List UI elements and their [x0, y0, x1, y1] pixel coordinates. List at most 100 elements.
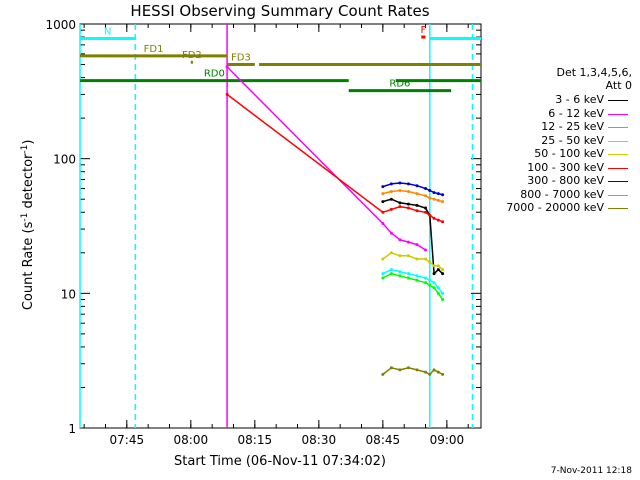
x-tick-label: 07:45 — [110, 433, 145, 447]
data-point — [389, 207, 393, 211]
x-tick-label: 08:45 — [366, 433, 401, 447]
data-point — [406, 202, 410, 206]
data-point — [424, 370, 428, 374]
data-point — [415, 368, 419, 372]
data-point — [432, 281, 436, 285]
x-tick-label: 08:30 — [302, 433, 337, 447]
x-tick-label: 08:15 — [238, 433, 273, 447]
data-point — [428, 213, 432, 217]
data-point — [428, 372, 432, 376]
legend-entry-label: 25 - 50 keV — [541, 133, 604, 147]
flag-label-rd6: RD6 — [389, 79, 410, 90]
data-point — [389, 231, 393, 235]
data-point — [398, 270, 402, 274]
data-point — [441, 268, 445, 272]
legend-entry-label: 50 - 100 keV — [534, 147, 604, 160]
timestamp: 7-Nov-2011 12:18 — [550, 466, 632, 476]
data-point — [406, 276, 410, 280]
data-point — [389, 366, 393, 370]
legend-swatch — [608, 154, 628, 155]
series-line-25-50-keV — [382, 268, 444, 294]
data-point — [428, 260, 432, 264]
data-point — [381, 272, 385, 276]
flag-label-fd3: FD3 — [231, 53, 251, 64]
data-point — [441, 220, 445, 224]
data-point — [415, 184, 419, 188]
x-axis-label: Start Time (06-Nov-11 07:34:02) — [174, 454, 386, 469]
data-point — [424, 248, 428, 252]
data-point — [432, 197, 436, 201]
legend-swatch — [608, 100, 628, 101]
series-line-12-25-keV — [382, 272, 444, 300]
legend-entry-label: 6 - 12 keV — [548, 106, 604, 120]
data-point — [436, 291, 440, 295]
data-point — [436, 192, 440, 196]
legend-entry-label: 3 - 6 keV — [555, 93, 604, 106]
data-point — [432, 368, 436, 372]
data-point — [225, 92, 229, 96]
data-point — [389, 182, 393, 186]
data-point — [424, 194, 428, 198]
data-point — [381, 276, 385, 280]
data-point — [432, 264, 436, 268]
legend-entry-label: 100 - 300 keV — [527, 160, 604, 174]
data-point — [406, 240, 410, 244]
flag-label-rd0: RD0 — [204, 69, 225, 80]
data-point — [398, 368, 402, 372]
data-point — [432, 272, 436, 276]
data-point — [428, 189, 432, 193]
data-point — [441, 272, 445, 276]
data-point — [432, 191, 436, 195]
data-point — [389, 268, 393, 272]
legend-swatch — [608, 140, 628, 142]
data-point — [381, 200, 385, 204]
data-point — [428, 283, 432, 287]
data-point — [415, 192, 419, 196]
data-point — [436, 268, 440, 272]
data-point — [436, 218, 440, 222]
data-point — [406, 254, 410, 258]
data-point — [415, 274, 419, 278]
data-point — [406, 190, 410, 194]
data-point — [381, 210, 385, 214]
y-tick-label: 100 — [53, 153, 76, 167]
data-point — [424, 187, 428, 191]
legend-entry-label: 12 - 25 keV — [541, 120, 604, 133]
data-point — [225, 65, 229, 69]
data-point — [398, 181, 402, 185]
data-point — [381, 192, 385, 196]
data-point — [424, 257, 428, 261]
data-point — [436, 198, 440, 202]
series-line-300-800-keV — [382, 182, 443, 196]
data-point — [424, 210, 428, 214]
data-point — [441, 291, 445, 295]
data-point — [406, 206, 410, 210]
data-point — [389, 197, 393, 201]
data-point — [381, 257, 385, 261]
data-point — [381, 185, 385, 189]
data-point — [436, 286, 440, 290]
data-point — [424, 281, 428, 285]
legend-entry-label: 800 - 7000 keV — [520, 187, 604, 201]
flag-label-f: F — [421, 25, 427, 36]
data-point — [381, 222, 385, 226]
data-point — [398, 201, 402, 205]
series-line-3-6-keV — [382, 198, 444, 276]
data-point — [398, 254, 402, 258]
data-point — [415, 257, 419, 261]
y-axis-label: Count Rate (s-1 detector-1) — [19, 139, 37, 311]
data-point — [398, 238, 402, 242]
legend-swatch — [608, 181, 628, 182]
series-line-100-300-keV — [226, 93, 443, 223]
flag-label-fd1: FD1 — [144, 44, 164, 55]
data-point — [428, 278, 432, 282]
x-tick-label: 08:00 — [174, 433, 209, 447]
data-point — [398, 205, 402, 209]
data-point — [389, 190, 393, 194]
data-point — [441, 200, 445, 204]
series-line-50-100-keV — [382, 251, 444, 271]
data-point — [424, 206, 428, 210]
data-point — [398, 274, 402, 278]
legend-swatch — [608, 113, 628, 115]
data-point — [436, 370, 440, 374]
